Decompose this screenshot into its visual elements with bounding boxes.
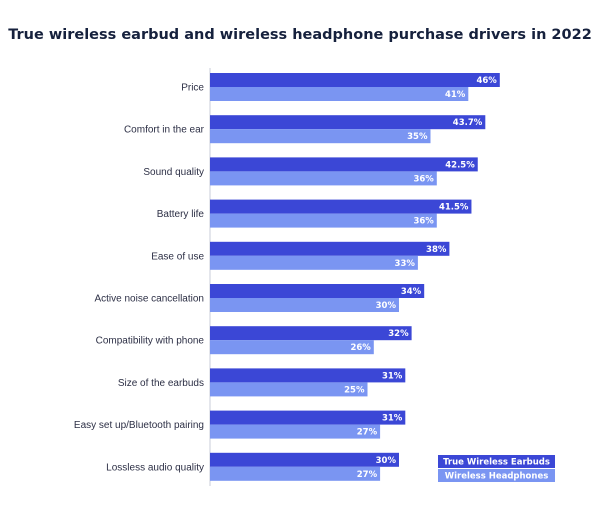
bar-headphones-lossless-audio-quality — [210, 466, 381, 481]
value-label-headphones-sound-quality: 36% — [413, 174, 434, 184]
value-label-headphones-price: 41% — [445, 90, 466, 100]
bar-earbuds-comfort-in-the-ear — [210, 115, 486, 130]
bar-headphones-easy-set-up-bluetooth-pairing — [210, 424, 381, 439]
value-label-headphones-active-noise-cancellation: 30% — [376, 301, 397, 311]
value-label-headphones-size-of-the-earbuds: 25% — [344, 385, 365, 395]
bar-headphones-battery-life — [210, 213, 437, 228]
bar-headphones-comfort-in-the-ear — [210, 129, 431, 144]
bar-earbuds-sound-quality — [210, 157, 478, 172]
bar-earbuds-easy-set-up-bluetooth-pairing — [210, 410, 406, 425]
value-label-headphones-lossless-audio-quality: 27% — [357, 470, 378, 480]
legend: True Wireless Earbuds Wireless Headphone… — [438, 455, 555, 482]
value-label-earbuds-price: 46% — [476, 76, 497, 86]
bar-earbuds-active-noise-cancellation — [210, 284, 425, 298]
legend-label-earbuds: True Wireless Earbuds — [443, 458, 550, 468]
category-label-lossless-audio-quality: Lossless audio quality — [106, 462, 204, 473]
bars-group: Price 46% 41% Comfort in the ear 43.7% 35% Sou… — [74, 73, 500, 481]
bar-earbuds-battery-life — [210, 199, 472, 214]
category-label-size-of-the-earbuds: Size of the earbuds — [118, 378, 204, 389]
bar-headphones-price — [210, 87, 469, 101]
value-label-earbuds-battery-life: 41.5% — [439, 203, 469, 213]
bar-earbuds-compatibility-with-phone — [210, 326, 412, 341]
bar-headphones-active-noise-cancellation — [210, 298, 399, 312]
legend-swatch-earbuds — [438, 455, 555, 468]
value-label-earbuds-comfort-in-the-ear: 43.7% — [453, 118, 483, 128]
category-label-price: Price — [181, 83, 204, 94]
category-label-easy-set-up-bluetooth-pairing: Easy set up/Bluetooth pairing — [74, 420, 204, 431]
category-label-compatibility-with-phone: Compatibility with phone — [96, 336, 205, 347]
category-label-battery-life: Battery life — [157, 209, 205, 220]
bar-earbuds-lossless-audio-quality — [210, 452, 399, 467]
value-label-headphones-compatibility-with-phone: 26% — [350, 343, 371, 353]
bar-earbuds-size-of-the-earbuds — [210, 368, 406, 383]
chart-title: True wireless earbud and wireless headph… — [8, 27, 592, 43]
category-label-comfort-in-the-ear: Comfort in the ear — [124, 125, 205, 136]
value-label-earbuds-compatibility-with-phone: 32% — [388, 329, 409, 339]
category-label-sound-quality: Sound quality — [143, 167, 204, 178]
category-label-ease-of-use: Ease of use — [151, 251, 204, 262]
bar-earbuds-ease-of-use — [210, 241, 450, 256]
legend-swatch-headphones — [438, 469, 555, 482]
value-label-earbuds-ease-of-use: 38% — [426, 245, 447, 255]
value-label-earbuds-active-noise-cancellation: 34% — [401, 287, 422, 297]
bar-headphones-size-of-the-earbuds — [210, 382, 368, 397]
value-label-headphones-battery-life: 36% — [413, 217, 434, 227]
value-label-headphones-easy-set-up-bluetooth-pairing: 27% — [357, 428, 378, 438]
bar-headphones-compatibility-with-phone — [210, 340, 374, 355]
category-label-active-noise-cancellation: Active noise cancellation — [94, 294, 204, 305]
bar-headphones-ease-of-use — [210, 255, 418, 270]
value-label-earbuds-sound-quality: 42.5% — [445, 160, 475, 170]
legend-label-headphones: Wireless Headphones — [445, 472, 549, 482]
bar-earbuds-price — [210, 73, 500, 87]
value-label-earbuds-lossless-audio-quality: 30% — [376, 456, 397, 466]
value-label-headphones-ease-of-use: 33% — [395, 259, 416, 269]
value-label-earbuds-easy-set-up-bluetooth-pairing: 31% — [382, 414, 403, 424]
bar-headphones-sound-quality — [210, 171, 437, 186]
value-label-earbuds-size-of-the-earbuds: 31% — [382, 371, 403, 381]
value-label-headphones-comfort-in-the-ear: 35% — [407, 132, 428, 142]
